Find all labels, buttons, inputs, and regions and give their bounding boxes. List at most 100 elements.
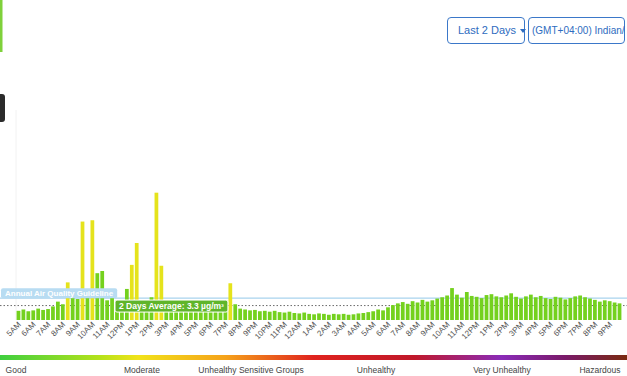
x-tick-label: 8PM	[581, 320, 599, 338]
bar	[258, 311, 262, 320]
average-label: 2 Days Average: 3.3 µg/m³	[119, 301, 224, 311]
bar	[549, 299, 553, 320]
bar	[71, 298, 75, 320]
bar	[568, 298, 572, 320]
bar	[268, 312, 272, 320]
x-tick-label: 8PM	[227, 320, 245, 338]
range-text: Last 2 Days	[458, 24, 516, 36]
bar	[61, 304, 65, 320]
bar	[421, 300, 425, 320]
bar	[371, 311, 375, 320]
caret	[520, 29, 526, 33]
bar	[376, 310, 380, 321]
bar	[475, 297, 479, 320]
x-tick-label: 6PM	[197, 320, 215, 338]
bar	[288, 312, 292, 320]
page-fragment	[0, 0, 3, 52]
bar	[480, 298, 484, 320]
bar	[406, 304, 410, 320]
x-tick-label: 8AM	[49, 320, 67, 338]
chart-svg: Annual Air Quality Guideline 2 Days Avera…	[0, 0, 627, 376]
bar	[411, 301, 415, 320]
x-tick-label: 9PM	[596, 320, 614, 338]
bar	[36, 309, 40, 320]
bar	[352, 314, 356, 320]
x-tick-label: 4PM	[167, 320, 185, 338]
x-tick-label: 1PM	[478, 320, 496, 338]
bar	[450, 288, 454, 320]
chart-page: {"chart_data": { "type": "bar", "range_s…	[0, 0, 627, 376]
bar	[381, 310, 385, 320]
x-tick-label: 3PM	[507, 320, 525, 338]
bar	[593, 300, 597, 320]
bar	[228, 283, 232, 320]
x-tick-label: 3PM	[153, 320, 171, 338]
bar	[26, 311, 30, 320]
bar	[445, 296, 449, 321]
bar	[554, 297, 558, 320]
x-tick-label: 1PM	[123, 320, 141, 338]
bar	[504, 296, 508, 321]
bar	[455, 295, 459, 320]
bar	[357, 313, 361, 320]
bar	[278, 312, 282, 320]
bar	[430, 300, 434, 320]
x-tick-label: 7PM	[212, 320, 230, 338]
bar	[238, 309, 242, 320]
bar	[618, 303, 622, 320]
bar	[248, 310, 252, 320]
bar	[534, 297, 538, 320]
bar	[401, 302, 405, 320]
bar	[396, 303, 400, 320]
timezone-text: (GMT+04:00) Indian/	[532, 25, 625, 36]
bar	[17, 311, 21, 320]
bar	[563, 299, 567, 320]
bar	[292, 313, 296, 320]
bar	[76, 299, 80, 320]
bar	[273, 311, 277, 320]
guideline-label: Annual Air Quality Guideline	[5, 289, 114, 298]
x-tick-label: 7PM	[567, 320, 585, 338]
bar	[233, 304, 237, 320]
bar	[426, 302, 430, 320]
x-tick-label: 5AM	[5, 320, 23, 338]
bar	[263, 311, 267, 320]
bar	[22, 310, 26, 321]
bars	[17, 193, 622, 320]
bar	[598, 302, 602, 320]
bar	[578, 296, 582, 321]
bar	[529, 295, 533, 320]
x-tick-label: 2PM	[138, 320, 156, 338]
bar	[366, 312, 370, 320]
guideline-label-group: Annual Air Quality Guideline	[1, 288, 117, 298]
bar	[416, 303, 420, 321]
page-fragment	[0, 94, 5, 122]
aqi-legend-label: Moderate	[124, 365, 160, 375]
bar	[460, 298, 464, 320]
x-tick-label: 5AM	[360, 320, 378, 338]
bar	[342, 314, 346, 320]
bar	[327, 315, 331, 320]
bar	[307, 314, 311, 320]
range-dropdown[interactable]: Last 2 Days	[447, 17, 525, 44]
bar	[440, 297, 444, 320]
aqi-scale-bar	[0, 355, 627, 360]
timezone-dropdown[interactable]: (GMT+04:00) Indian/	[528, 17, 625, 44]
guideline-label-box	[1, 288, 117, 298]
bar	[253, 310, 257, 320]
bar	[297, 313, 301, 320]
x-tick-label: 2PM	[493, 320, 511, 338]
x-tick-label: 2AM	[315, 320, 333, 338]
x-tick-label: 4AM	[345, 320, 363, 338]
bar	[465, 292, 469, 320]
x-tick-label: 8AM	[404, 320, 422, 338]
x-tick-label: 6AM	[374, 320, 392, 338]
x-tick-label: 5PM	[182, 320, 200, 338]
bar	[514, 297, 518, 320]
bar	[544, 298, 548, 320]
x-tick-label: 3AM	[330, 320, 348, 338]
bar	[519, 299, 523, 320]
bar	[105, 300, 109, 320]
bar	[386, 307, 390, 320]
bar	[51, 306, 55, 320]
